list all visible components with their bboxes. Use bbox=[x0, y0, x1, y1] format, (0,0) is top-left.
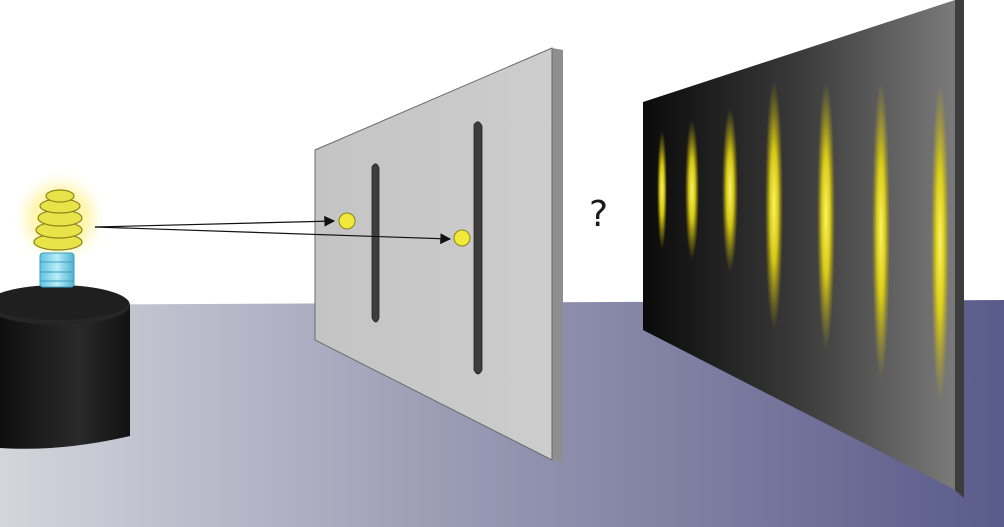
interference-fringes bbox=[657, 80, 949, 402]
detection-screen bbox=[643, 0, 964, 498]
barrier-plate bbox=[314, 47, 563, 462]
light-bulb-icon bbox=[10, 168, 110, 288]
slit-left bbox=[371, 163, 380, 323]
photon-icon bbox=[338, 212, 356, 230]
question-mark: ? bbox=[589, 194, 608, 235]
pedestal bbox=[0, 285, 130, 449]
photon-icon bbox=[453, 229, 471, 247]
slit-right bbox=[473, 121, 483, 375]
arrow-icon bbox=[94, 215, 336, 228]
photon-arrows bbox=[94, 215, 452, 245]
arrow-icon bbox=[94, 226, 452, 245]
